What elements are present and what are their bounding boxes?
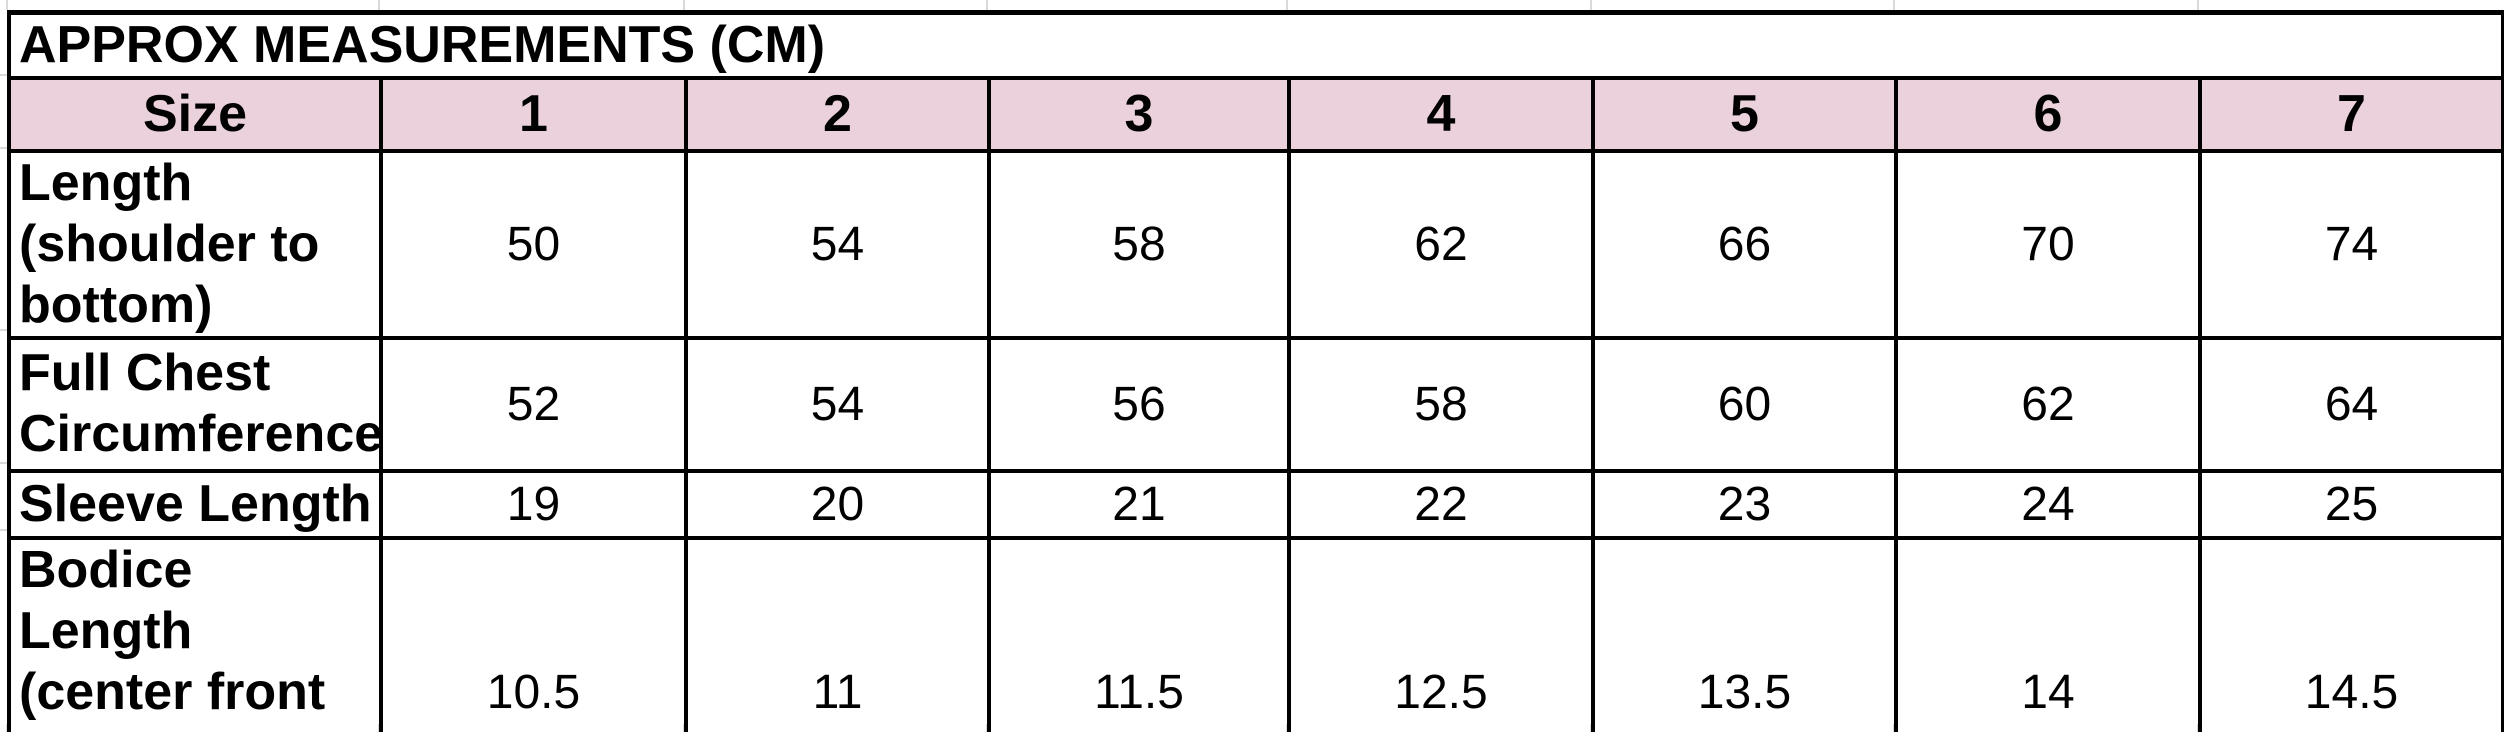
table-row-length: Length (shoulder to bottom) 50 54 58 62 … xyxy=(7,148,2504,340)
gridline-stub xyxy=(0,329,7,331)
measurements-table: APPROX MEASUREMENTS (CM) Size 1 2 3 4 5 … xyxy=(6,10,2504,732)
label-length: Length (shoulder to bottom) xyxy=(7,148,383,340)
label-bodice: Bodice Length (center front to bottom) xyxy=(7,535,383,732)
gridline-stub xyxy=(2197,0,2199,10)
value-cell: 54 xyxy=(684,335,991,473)
value-cell: 50 xyxy=(379,148,688,340)
header-size-3: 3 xyxy=(987,75,1291,153)
value-cell: 60 xyxy=(1591,335,1898,473)
value-cell: 70 xyxy=(1894,148,2202,340)
value-cell: 52 xyxy=(379,335,688,473)
gridline-stub xyxy=(986,0,988,10)
gridline-stub xyxy=(0,74,7,76)
value-cell: 13.5 xyxy=(1591,535,1898,732)
gridline-stub xyxy=(0,529,7,531)
label-sleeve: Sleeve Length xyxy=(7,468,383,540)
table-row-sleeve: Sleeve Length 19 20 21 22 23 24 25 xyxy=(7,468,2504,540)
value-cell: 10.5 xyxy=(379,535,688,732)
header-size-6: 6 xyxy=(1894,75,2202,153)
table-row-chest: Full Chest Circumference 52 54 56 58 60 … xyxy=(7,335,2504,473)
value-cell: 58 xyxy=(987,148,1291,340)
label-full-chest: Full Chest Circumference xyxy=(7,335,383,473)
header-size-1: 1 xyxy=(379,75,688,153)
value-cell: 24 xyxy=(1894,468,2202,540)
value-cell: 62 xyxy=(1894,335,2202,473)
value-cell: 74 xyxy=(2197,148,2504,340)
gridline-stub xyxy=(6,0,8,10)
value-cell: 25 xyxy=(2197,468,2504,540)
header-size-5: 5 xyxy=(1591,75,1898,153)
table-row-bodice: Bodice Length (center front to bottom) 1… xyxy=(7,535,2504,732)
header-size-7: 7 xyxy=(2197,75,2504,153)
value-cell: 64 xyxy=(2197,335,2504,473)
value-cell: 66 xyxy=(1591,148,1898,340)
table-title: APPROX MEASUREMENTS (CM) xyxy=(6,10,2504,80)
value-cell: 54 xyxy=(684,148,991,340)
gridline-stub xyxy=(1286,0,1288,10)
value-cell: 62 xyxy=(1287,148,1595,340)
value-cell: 11.5 xyxy=(987,535,1291,732)
gridline-stub xyxy=(0,147,7,149)
value-cell: 20 xyxy=(684,468,991,540)
value-cell: 19 xyxy=(379,468,688,540)
value-cell: 12.5 xyxy=(1287,535,1595,732)
value-cell: 21 xyxy=(987,468,1291,540)
header-row: Size 1 2 3 4 5 6 7 xyxy=(7,75,2504,153)
gridline-stub xyxy=(1590,0,1592,10)
value-cell: 14 xyxy=(1894,535,2202,732)
gridline-stub xyxy=(0,462,7,464)
header-size-4: 4 xyxy=(1287,75,1595,153)
value-cell: 22 xyxy=(1287,468,1595,540)
gridline-stub xyxy=(6,724,8,732)
header-size-2: 2 xyxy=(684,75,991,153)
value-cell: 23 xyxy=(1591,468,1898,540)
header-size: Size xyxy=(7,75,383,153)
value-cell: 58 xyxy=(1287,335,1595,473)
gridline-stub xyxy=(1893,0,1895,10)
value-cell: 11 xyxy=(684,535,991,732)
gridline-stub xyxy=(378,0,380,10)
gridline-stub xyxy=(683,0,685,10)
value-cell: 56 xyxy=(987,335,1291,473)
value-cell: 14.5 xyxy=(2197,535,2504,732)
title-row: APPROX MEASUREMENTS (CM) xyxy=(6,10,2504,80)
